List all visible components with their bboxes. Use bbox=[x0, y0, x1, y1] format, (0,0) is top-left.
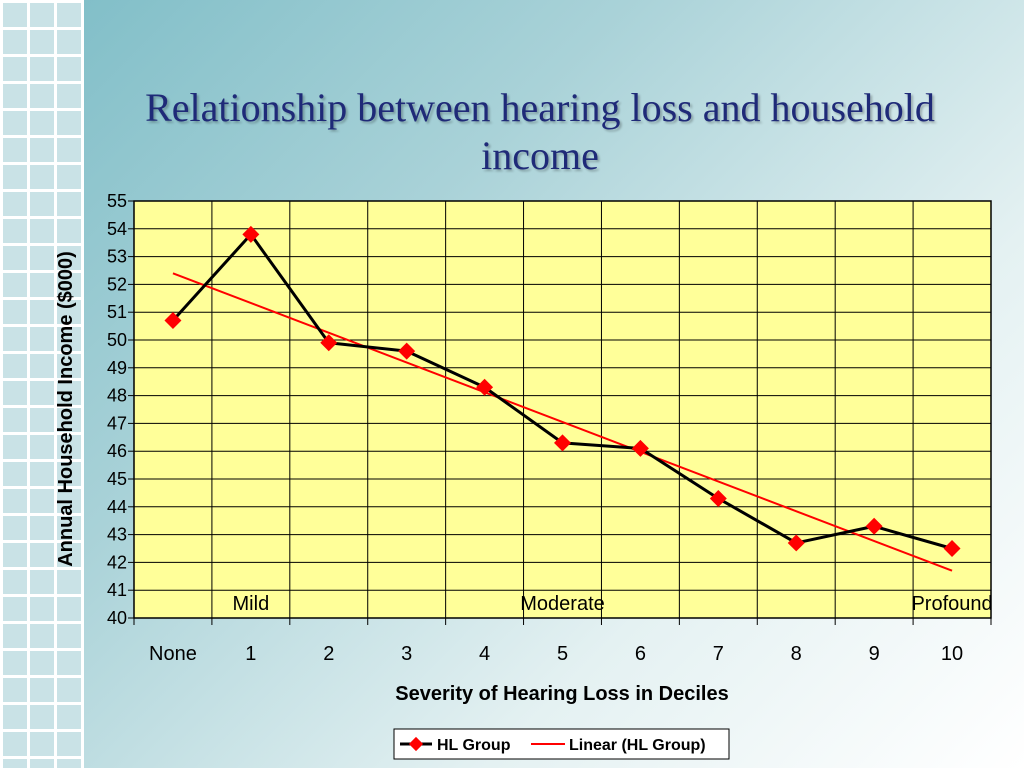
x-axis-title: Severity of Hearing Loss in Deciles bbox=[395, 683, 728, 705]
x-tick-label: 7 bbox=[713, 643, 724, 665]
data-point-marker bbox=[943, 540, 961, 557]
data-point-marker bbox=[242, 225, 260, 243]
data-point-marker bbox=[476, 378, 494, 396]
y-tick-label: 49 bbox=[107, 358, 127, 378]
series-markers bbox=[164, 225, 961, 557]
y-tick-label: 41 bbox=[107, 580, 127, 600]
data-point-marker bbox=[164, 312, 182, 330]
decorative-grid-pattern bbox=[0, 0, 84, 768]
y-tick-label: 53 bbox=[107, 247, 127, 267]
y-axis-title: Annual Household Income ($000) bbox=[55, 251, 77, 567]
data-point-marker bbox=[865, 517, 883, 535]
annotation-label: Moderate bbox=[520, 593, 605, 615]
slide-title: Relationship between hearing loss and ho… bbox=[145, 85, 935, 178]
y-tick-label: 46 bbox=[107, 441, 127, 461]
y-tick-label: 47 bbox=[107, 413, 127, 433]
trendline-linear-hl-group bbox=[172, 272, 953, 572]
y-tick-label: 43 bbox=[107, 525, 127, 545]
y-tick-label: 55 bbox=[107, 191, 127, 211]
x-tick-label: 3 bbox=[401, 643, 412, 665]
data-point-marker bbox=[320, 334, 338, 352]
x-tick-label: 1 bbox=[245, 643, 256, 665]
data-point-marker bbox=[631, 439, 649, 457]
legend-series-marker bbox=[408, 736, 424, 752]
annotation-label: Profound bbox=[911, 593, 992, 615]
x-tick-label: None bbox=[149, 643, 197, 665]
x-tick-label: 6 bbox=[635, 643, 646, 665]
y-axis-ticks: 40 41 42 43 44 45 46 47 48 49 50 51 52 53 54 55 bbox=[107, 191, 134, 628]
data-point-marker bbox=[709, 489, 727, 507]
data-point-marker bbox=[554, 434, 571, 452]
plot-area bbox=[133, 200, 992, 619]
legend-series-label: HL Group bbox=[437, 737, 511, 754]
data-point-marker bbox=[398, 342, 416, 360]
y-tick-label: 44 bbox=[107, 497, 127, 517]
y-tick-label: 40 bbox=[107, 608, 127, 628]
legend: HL Group Linear (HL Group) bbox=[393, 728, 730, 760]
y-tick-label: 42 bbox=[107, 552, 127, 572]
severity-annotations: Mild Moderate Profound bbox=[233, 593, 993, 615]
gridlines bbox=[134, 200, 991, 619]
y-tick-label: 45 bbox=[107, 469, 127, 489]
x-tick-label: 9 bbox=[869, 643, 880, 665]
x-tick-label: 5 bbox=[557, 643, 568, 665]
x-tick-label: 10 bbox=[941, 643, 963, 665]
x-tick-label: 4 bbox=[479, 643, 490, 665]
y-tick-label: 48 bbox=[107, 386, 127, 406]
y-tick-label: 50 bbox=[107, 330, 127, 350]
data-point-marker bbox=[787, 534, 805, 552]
x-tick-label: 2 bbox=[323, 643, 334, 665]
x-tick-label: 8 bbox=[791, 643, 802, 665]
x-axis-ticks: None 1 2 3 4 5 6 7 8 9 10 bbox=[133, 618, 992, 665]
legend-trend-label: Linear (HL Group) bbox=[569, 737, 706, 754]
y-tick-label: 51 bbox=[107, 302, 127, 322]
y-tick-label: 54 bbox=[107, 219, 127, 239]
y-tick-label: 52 bbox=[107, 274, 127, 294]
annotation-label: Mild bbox=[233, 593, 270, 615]
